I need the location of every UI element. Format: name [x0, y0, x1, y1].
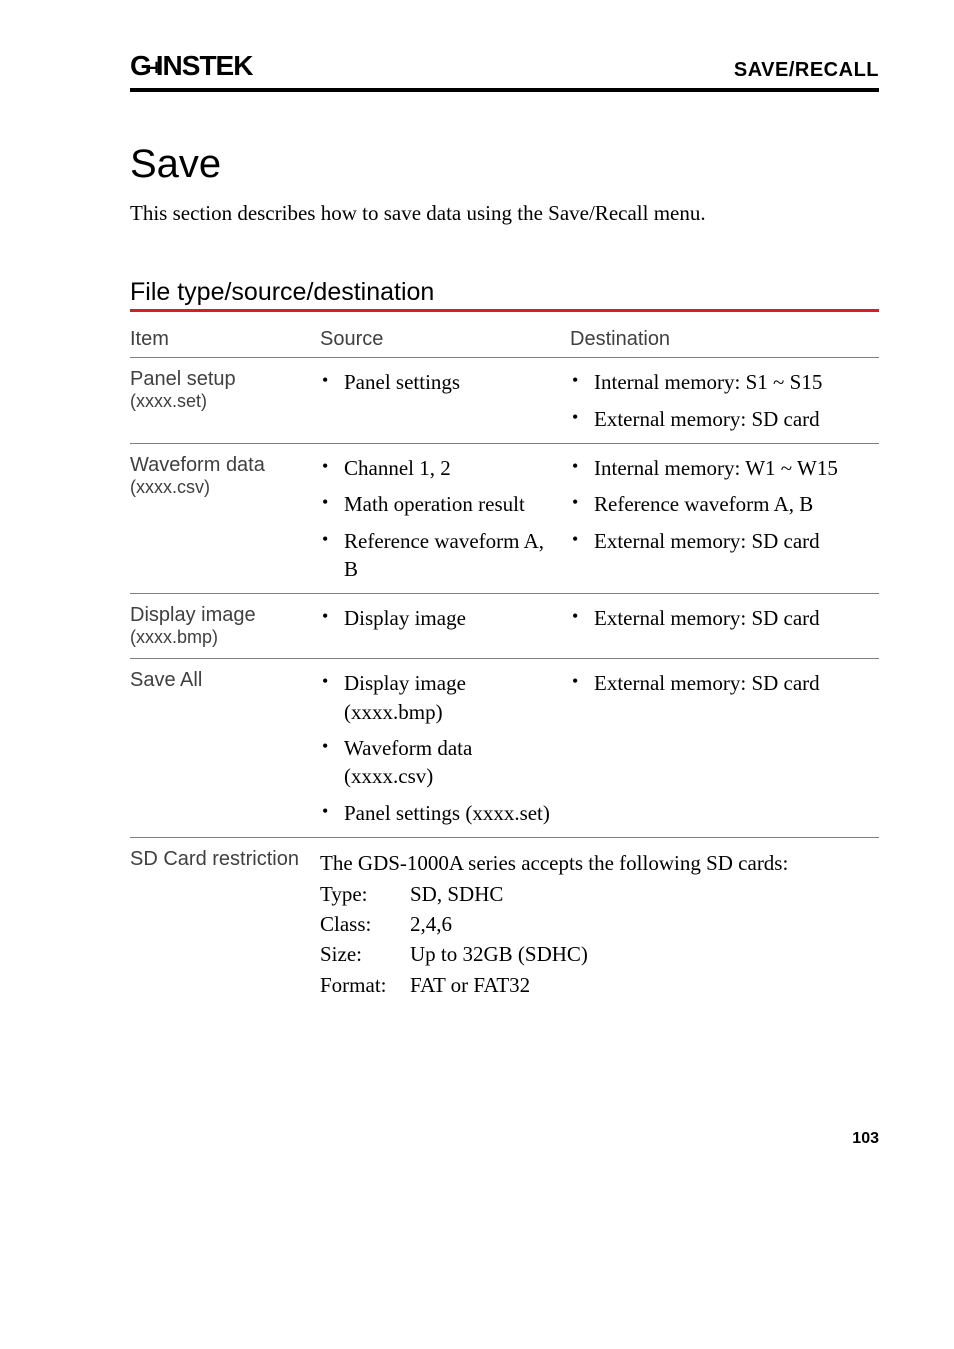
sdcard-spec: Class: 2,4,6	[320, 909, 879, 939]
destination-cell: Internal memory: S1 ~ S15 External memor…	[570, 368, 879, 433]
destination-cell: External memory: SD card	[570, 669, 879, 827]
spec-key: Format:	[320, 970, 410, 1000]
spec-key: Type:	[320, 879, 410, 909]
list-item: Panel settings (xxxx.set)	[320, 799, 558, 827]
spec-key: Size:	[320, 939, 410, 969]
list-item: External memory: SD card	[570, 669, 879, 697]
sdcard-spec: Format: FAT or FAT32	[320, 970, 879, 1000]
item-name: Panel setup	[130, 368, 312, 391]
list-item: Display image	[320, 604, 558, 632]
sdcard-row: SD Card restriction The GDS-1000A series…	[130, 838, 879, 1010]
spec-val: Up to 32GB (SDHC)	[410, 939, 588, 969]
sdcard-spec: Type: SD, SDHC	[320, 879, 879, 909]
table-row: Waveform data (xxxx.csv) Channel 1, 2 Ma…	[130, 444, 879, 594]
list-item: External memory: SD card	[570, 527, 879, 555]
table-row: Panel setup (xxxx.set) Panel settings In…	[130, 358, 879, 444]
item-cell: Waveform data (xxxx.csv)	[130, 454, 320, 583]
item-cell: Save All	[130, 669, 320, 827]
spec-key: Class:	[320, 909, 410, 939]
item-ext: (xxxx.bmp)	[130, 627, 312, 648]
item-cell: Panel setup (xxxx.set)	[130, 368, 320, 433]
sdcard-intro: The GDS-1000A series accepts the followi…	[320, 848, 879, 878]
spec-val: SD, SDHC	[410, 879, 503, 909]
sdcard-body: The GDS-1000A series accepts the followi…	[320, 848, 879, 1000]
source-cell: Panel settings	[320, 368, 570, 433]
logo-text-right: INSTEK	[156, 50, 253, 81]
list-item: Panel settings	[320, 368, 558, 396]
item-ext: (xxxx.set)	[130, 391, 312, 412]
item-name: Save All	[130, 669, 312, 692]
sdcard-label: SD Card restriction	[130, 848, 320, 1000]
list-item: External memory: SD card	[570, 604, 879, 632]
list-item: Internal memory: S1 ~ S15	[570, 368, 879, 396]
bullet-list: Panel settings	[320, 368, 558, 396]
spec-val: FAT or FAT32	[410, 970, 530, 1000]
source-cell: Display image	[320, 604, 570, 648]
intro-text: This section describes how to save data …	[130, 199, 879, 228]
col-header-destination: Destination	[570, 328, 879, 351]
list-item: External memory: SD card	[570, 405, 879, 433]
list-item: Reference waveform A, B	[570, 490, 879, 518]
list-item: Reference waveform A, B	[320, 527, 558, 584]
page-number: 103	[130, 1130, 879, 1148]
item-name: Waveform data	[130, 454, 312, 477]
list-item: Math operation result	[320, 490, 558, 518]
section-heading: File type/source/destination	[130, 278, 879, 312]
file-type-table: Item Source Destination Panel setup (xxx…	[130, 318, 879, 1010]
header-section-label: SAVE/RECALL	[734, 59, 879, 82]
item-ext: (xxxx.csv)	[130, 477, 312, 498]
sdcard-spec: Size: Up to 32GB (SDHC)	[320, 939, 879, 969]
source-cell: Channel 1, 2 Math operation result Refer…	[320, 454, 570, 583]
destination-cell: Internal memory: W1 ~ W15 Reference wave…	[570, 454, 879, 583]
page-header: G⫞INSTEK SAVE/RECALL	[130, 50, 879, 92]
list-item: Display image (xxxx.bmp)	[320, 669, 558, 726]
col-header-source: Source	[320, 328, 570, 351]
logo-text-left: G	[130, 50, 151, 81]
bullet-list: Channel 1, 2 Math operation result Refer…	[320, 454, 558, 583]
table-header-row: Item Source Destination	[130, 318, 879, 358]
bullet-list: External memory: SD card	[570, 604, 879, 632]
page-title: Save	[130, 142, 879, 187]
table-row: Display image (xxxx.bmp) Display image E…	[130, 594, 879, 659]
bullet-list: Display image (xxxx.bmp) Waveform data (…	[320, 669, 558, 827]
bullet-list: Internal memory: S1 ~ S15 External memor…	[570, 368, 879, 433]
bullet-list: Display image	[320, 604, 558, 632]
list-item: Channel 1, 2	[320, 454, 558, 482]
bullet-list: Internal memory: W1 ~ W15 Reference wave…	[570, 454, 879, 555]
destination-cell: External memory: SD card	[570, 604, 879, 648]
list-item: Waveform data (xxxx.csv)	[320, 734, 558, 791]
item-cell: Display image (xxxx.bmp)	[130, 604, 320, 648]
spec-val: 2,4,6	[410, 909, 452, 939]
brand-logo: G⫞INSTEK	[130, 50, 252, 82]
col-header-item: Item	[130, 328, 320, 351]
bullet-list: External memory: SD card	[570, 669, 879, 697]
source-cell: Display image (xxxx.bmp) Waveform data (…	[320, 669, 570, 827]
item-name: Display image	[130, 604, 312, 627]
table-row: Save All Display image (xxxx.bmp) Wavefo…	[130, 659, 879, 838]
list-item: Internal memory: W1 ~ W15	[570, 454, 879, 482]
